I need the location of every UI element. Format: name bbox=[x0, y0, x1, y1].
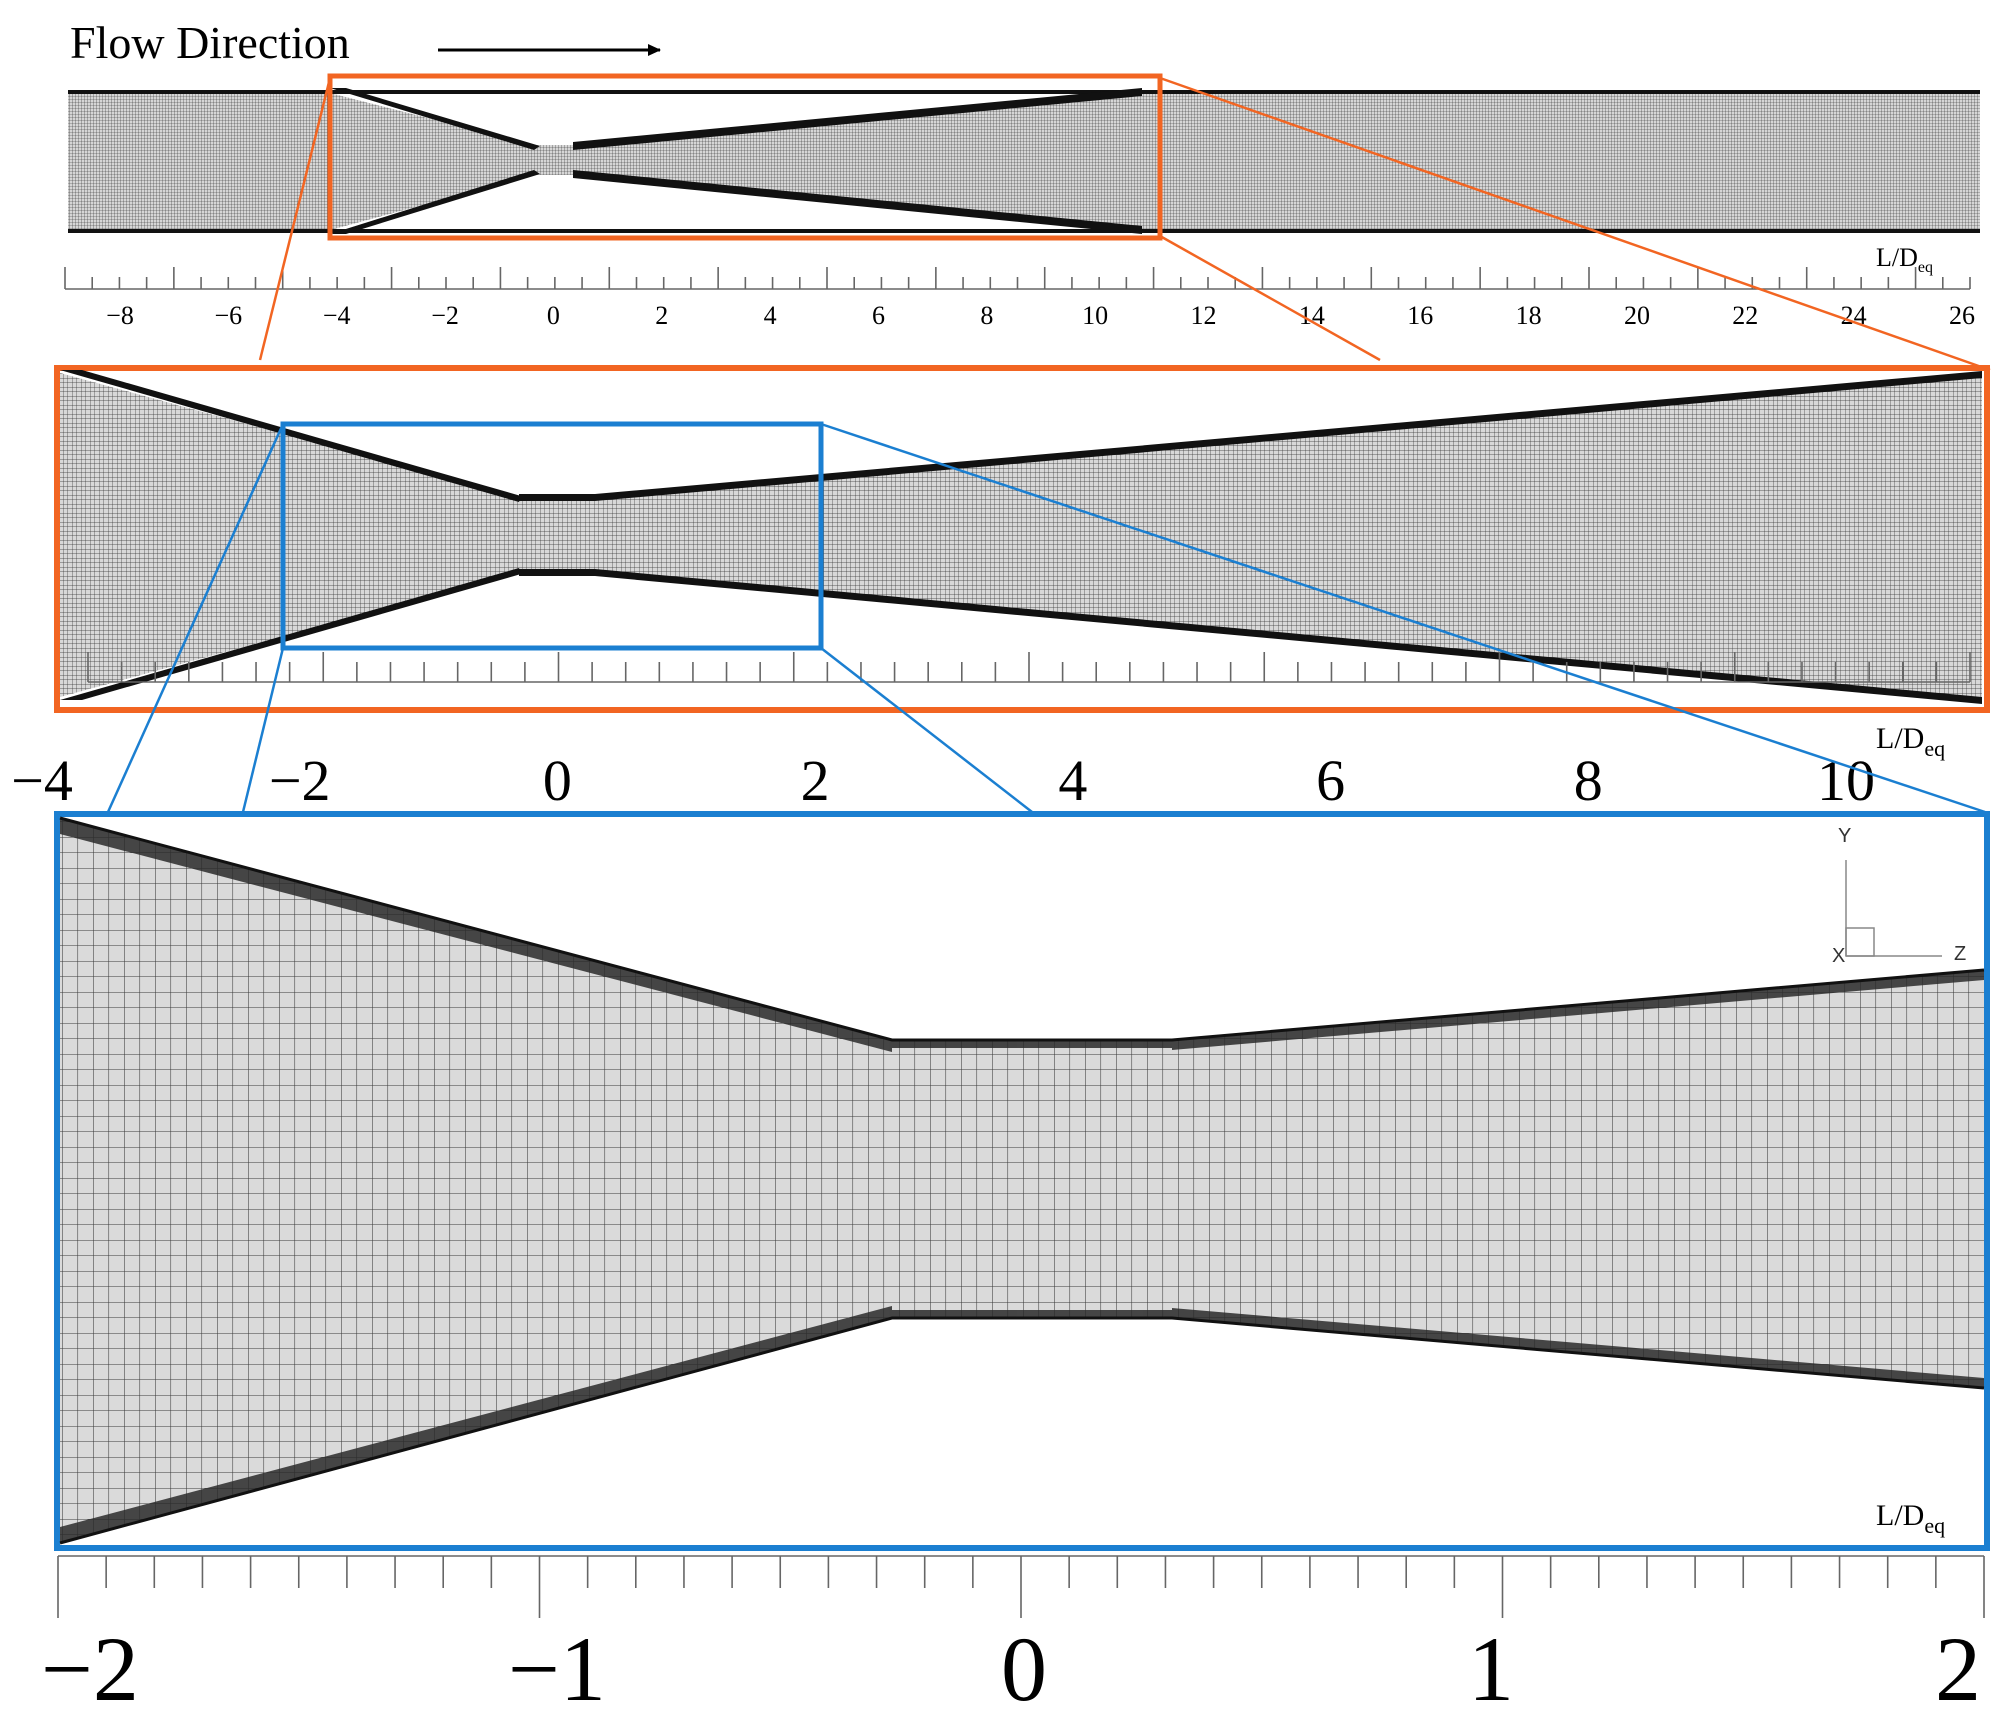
throat-wall-refinement bbox=[60, 818, 1984, 1543]
tick-label: 1 bbox=[1468, 1618, 1514, 1715]
tick-label: −6 bbox=[215, 301, 243, 330]
axis-z-label: Z bbox=[1954, 943, 1966, 965]
tick-label: 6 bbox=[1316, 748, 1345, 813]
full-domain-walls bbox=[68, 88, 1980, 234]
tick-label: 22 bbox=[1732, 301, 1758, 330]
diffuser-ruler bbox=[87, 652, 1971, 683]
tick-label: 10 bbox=[1082, 301, 1108, 330]
diffuser-tick-labels: −4 −2 0 2 4 6 8 10 bbox=[11, 748, 1875, 813]
tick-label: 0 bbox=[1001, 1618, 1047, 1715]
tick-label: 4 bbox=[764, 301, 777, 330]
tick-label: 0 bbox=[543, 748, 572, 813]
panel-full-domain: −8 −6 −4 −2 0 2 4 6 8 10 12 14 16 18 20 22 24 26 L/Deq bbox=[64, 73, 1980, 330]
blue-connectors bbox=[106, 422, 1986, 814]
diffuser-mesh bbox=[60, 373, 1982, 700]
axes-triad: Y X Z bbox=[1832, 825, 1966, 967]
axis-x-label: X bbox=[1832, 945, 1845, 967]
diffuser-axis-label: L/Deq bbox=[1876, 722, 1945, 761]
panel-throat: Y X Z L/Deq bbox=[54, 811, 1990, 1618]
full-domain-axis-label: L/Deq bbox=[1876, 243, 1933, 276]
tick-label: 2 bbox=[1935, 1618, 1981, 1715]
tick-label: −4 bbox=[11, 748, 73, 813]
tick-label: −8 bbox=[106, 301, 134, 330]
tick-label: 16 bbox=[1407, 301, 1433, 330]
throat-walls bbox=[59, 816, 1985, 1545]
diffuser-highlight-box bbox=[280, 421, 824, 651]
tick-label: −2 bbox=[41, 1618, 139, 1715]
throat-ruler bbox=[57, 1555, 1985, 1618]
tick-label: 18 bbox=[1516, 301, 1542, 330]
flow-direction: Flow Direction bbox=[70, 17, 661, 68]
diffuser-walls bbox=[60, 370, 1982, 704]
tick-label: 0 bbox=[547, 301, 560, 330]
tick-label: 6 bbox=[872, 301, 885, 330]
tick-label: −1 bbox=[508, 1618, 606, 1715]
tick-label: 26 bbox=[1949, 301, 1975, 330]
tick-label: 2 bbox=[655, 301, 668, 330]
tick-label: −2 bbox=[269, 748, 331, 813]
axis-y-label: Y bbox=[1838, 825, 1851, 847]
tick-label: 20 bbox=[1624, 301, 1650, 330]
panel-diffuser: L/Deq bbox=[54, 365, 1990, 761]
tick-label: 4 bbox=[1058, 748, 1087, 813]
tick-label: −2 bbox=[431, 301, 459, 330]
throat-mesh bbox=[60, 818, 1984, 1543]
tick-label: 2 bbox=[801, 748, 830, 813]
tick-label: −4 bbox=[323, 301, 351, 330]
full-domain-highlight-box bbox=[327, 73, 1163, 241]
full-domain-tick-labels: −8 −6 −4 −2 0 2 4 6 8 10 12 14 16 18 20 22 24 26 bbox=[106, 301, 1975, 330]
full-domain-mesh bbox=[68, 93, 1980, 230]
full-domain-ruler bbox=[64, 267, 1971, 290]
tick-label: 12 bbox=[1191, 301, 1217, 330]
orange-connectors bbox=[258, 76, 1991, 372]
throat-tick-labels: −2 −1 0 1 2 bbox=[41, 1618, 1981, 1715]
flow-direction-label: Flow Direction bbox=[70, 17, 350, 68]
throat-axis-label: L/Deq bbox=[1876, 1499, 1945, 1538]
tick-label: 8 bbox=[980, 301, 993, 330]
tick-label: 8 bbox=[1574, 748, 1603, 813]
